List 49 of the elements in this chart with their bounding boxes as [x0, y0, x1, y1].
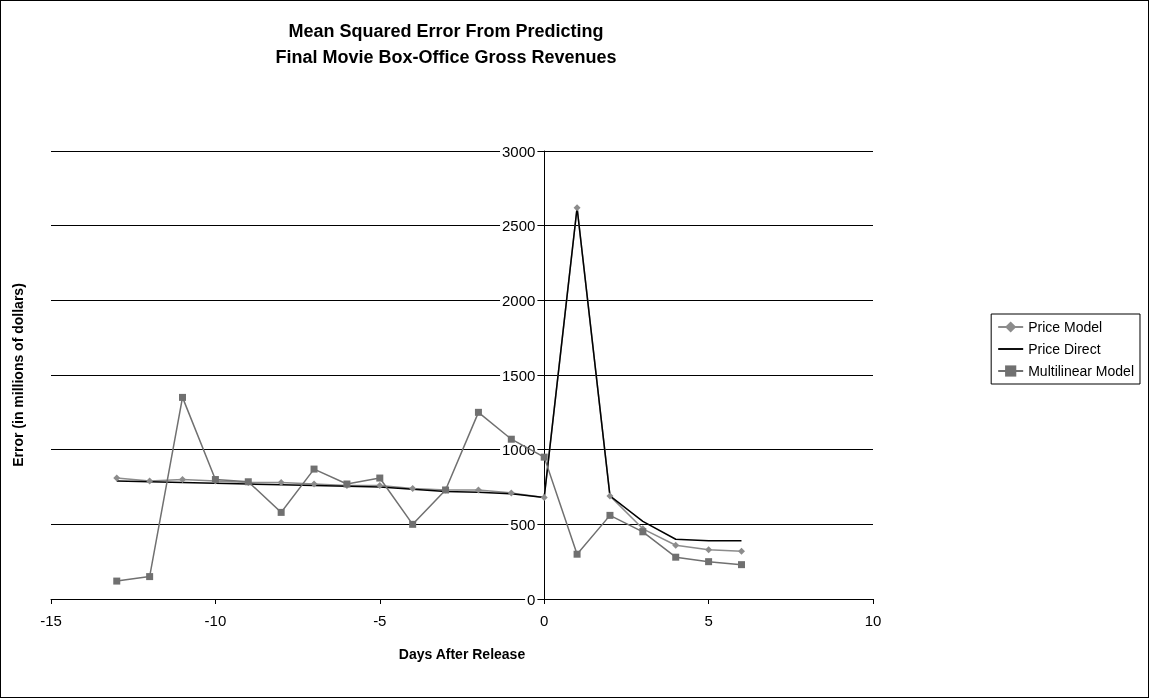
point — [376, 474, 384, 482]
point — [146, 573, 154, 581]
point — [179, 476, 187, 484]
point — [672, 541, 680, 549]
point — [737, 561, 745, 569]
point — [409, 484, 417, 492]
x-tick-label: 10 — [864, 612, 882, 629]
y-tick-label: 1500 — [502, 366, 536, 384]
y-tick-label: 1000 — [502, 441, 536, 459]
point — [705, 558, 713, 566]
point — [540, 493, 548, 501]
chart-title: Mean Squared Error From Predicting Final Movie Box-Office Gross Revenues — [275, 21, 617, 67]
point — [310, 465, 318, 473]
x-tick-label: 0 — [540, 612, 549, 629]
point — [474, 486, 482, 494]
point — [672, 553, 680, 561]
y-tick-label: 3000 — [502, 142, 536, 160]
legend-label: Price Direct — [1028, 341, 1101, 357]
x-tick-label: -5 — [373, 612, 387, 629]
point — [277, 479, 285, 487]
point — [146, 477, 154, 485]
point — [606, 492, 614, 500]
point — [737, 547, 745, 555]
point — [573, 550, 581, 558]
point — [573, 204, 581, 212]
point — [409, 520, 417, 528]
point — [376, 482, 384, 490]
point — [507, 489, 515, 497]
y-axis-title: Error (in millions of dollars) — [10, 283, 26, 467]
point — [113, 577, 121, 585]
point — [179, 393, 187, 401]
y-tick-label: 2500 — [502, 217, 536, 235]
y-tick-label: 2000 — [502, 291, 536, 309]
legend-label: Price Model — [1028, 319, 1103, 335]
y-tick-label: 500 — [510, 515, 536, 533]
y-tick-label: 0 — [527, 590, 536, 608]
point — [113, 474, 121, 482]
x-tick-label: -15 — [40, 612, 62, 629]
x-tick-label: 5 — [704, 612, 713, 629]
point — [705, 546, 713, 554]
x-tick-label: -10 — [204, 612, 227, 629]
point — [310, 480, 318, 488]
legend-label: Multilinear Model — [1028, 363, 1135, 379]
point — [606, 511, 614, 519]
point — [507, 435, 515, 443]
point — [540, 453, 548, 461]
point — [474, 408, 482, 416]
point — [277, 508, 285, 516]
x-axis-title: Days After Release — [398, 646, 526, 662]
